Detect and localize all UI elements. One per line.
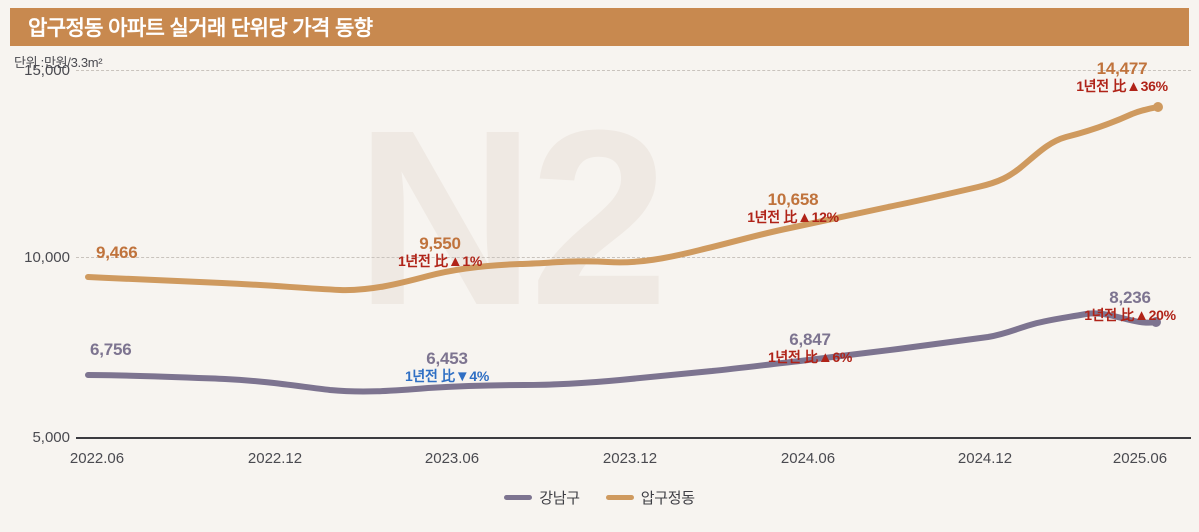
delta-percent: 6% xyxy=(832,349,853,366)
value-label-apgujeong-2023: 9,550 1년전 比▲1% xyxy=(398,234,482,271)
delta-caption: 1년전 比 xyxy=(1084,307,1135,324)
chart-title-bar: 압구정동 아파트 실거래 단위당 가격 동향 xyxy=(10,8,1189,46)
value-number: 6,756 xyxy=(90,340,132,359)
gridline-15000 xyxy=(76,70,1191,71)
delta-percent: 12% xyxy=(811,209,839,226)
value-label-apgujeong-2025: 14,477 1년전 比▲36% xyxy=(1076,59,1168,96)
xtick-label-3: 2023.12 xyxy=(602,450,658,467)
value-label-gangnam-2023: 6,453 1년전 比▼4% xyxy=(405,349,489,386)
value-number: 9,466 xyxy=(96,243,138,262)
delta-percent: 20% xyxy=(1148,307,1176,324)
endpoint-dot-apgujeong xyxy=(1153,102,1163,112)
triangle-down-icon: ▼ xyxy=(454,368,470,386)
xtick-label-2: 2023.06 xyxy=(424,450,480,467)
value-delta: 1년전 比▼4% xyxy=(404,368,490,386)
gridline-10000 xyxy=(76,257,1191,258)
ytick-label-15000: 15,000 xyxy=(24,62,70,79)
delta-caption: 1년전 比 xyxy=(1076,78,1127,95)
value-delta: 1년전 比▲20% xyxy=(1084,307,1176,325)
value-label-gangnam-2025: 8,236 1년전 比▲20% xyxy=(1084,288,1176,325)
axis-baseline xyxy=(76,437,1191,439)
ytick-label-10000: 10,000 xyxy=(24,249,70,266)
value-number: 14,477 xyxy=(1096,59,1148,78)
legend-swatch-icon xyxy=(605,495,634,500)
line-gangnam xyxy=(85,310,1159,395)
delta-percent: 36% xyxy=(1140,78,1168,95)
ytick-label-5000: 5,000 xyxy=(32,429,70,446)
triangle-up-icon: ▲ xyxy=(1134,307,1149,325)
triangle-up-icon: ▲ xyxy=(797,209,812,227)
value-delta: 1년전 比▲1% xyxy=(397,253,483,271)
triangle-up-icon: ▲ xyxy=(817,349,833,367)
legend-item-apgujeong[interactable]: 압구정동 xyxy=(605,487,695,508)
triangle-up-icon: ▲ xyxy=(447,253,463,271)
delta-percent: 4% xyxy=(469,368,490,385)
xtick-label-0: 2022.06 xyxy=(69,450,125,467)
triangle-up-icon: ▲ xyxy=(1126,78,1141,96)
legend-swatch-icon xyxy=(504,495,533,500)
value-number: 9,550 xyxy=(419,234,461,253)
value-number: 6,453 xyxy=(426,349,468,368)
value-number: 6,847 xyxy=(789,330,831,349)
delta-caption: 1년전 比 xyxy=(397,253,448,270)
line-apgujeong xyxy=(85,104,1161,294)
delta-percent: 1% xyxy=(462,253,483,270)
xtick-label-4: 2024.06 xyxy=(780,450,836,467)
value-label-gangnam-2024: 6,847 1년전 比▲6% xyxy=(768,330,852,367)
value-delta: 1년전 比▲36% xyxy=(1076,78,1168,96)
value-label-apgujeong-2024: 10,658 1년전 比▲12% xyxy=(747,190,839,227)
value-number: 8,236 xyxy=(1109,288,1151,307)
page-title: 압구정동 아파트 실거래 단위당 가격 동향 xyxy=(28,17,373,40)
value-label-apgujeong-2022: 9,466 xyxy=(96,243,138,262)
chart-legend: 강남구 압구정동 xyxy=(0,487,1199,508)
value-delta: 1년전 比▲12% xyxy=(747,209,839,227)
unit-caption: 단위 :만원/3.3m² xyxy=(14,55,103,70)
delta-caption: 1년전 比 xyxy=(747,209,798,226)
value-label-gangnam-2022: 6,756 xyxy=(90,340,132,359)
legend-item-gangnam[interactable]: 강남구 xyxy=(504,487,580,508)
value-delta: 1년전 比▲6% xyxy=(767,349,853,367)
legend-label: 강남구 xyxy=(539,490,580,507)
xtick-label-1: 2022.12 xyxy=(247,450,303,467)
value-number: 10,658 xyxy=(767,190,819,209)
legend-label: 압구정동 xyxy=(640,490,695,507)
endpoint-dot-gangnam xyxy=(1151,317,1161,327)
xtick-label-5: 2024.12 xyxy=(957,450,1013,467)
delta-caption: 1년전 比 xyxy=(404,368,455,385)
xtick-label-6: 2025.06 xyxy=(1112,450,1168,467)
delta-caption: 1년전 比 xyxy=(767,349,818,366)
